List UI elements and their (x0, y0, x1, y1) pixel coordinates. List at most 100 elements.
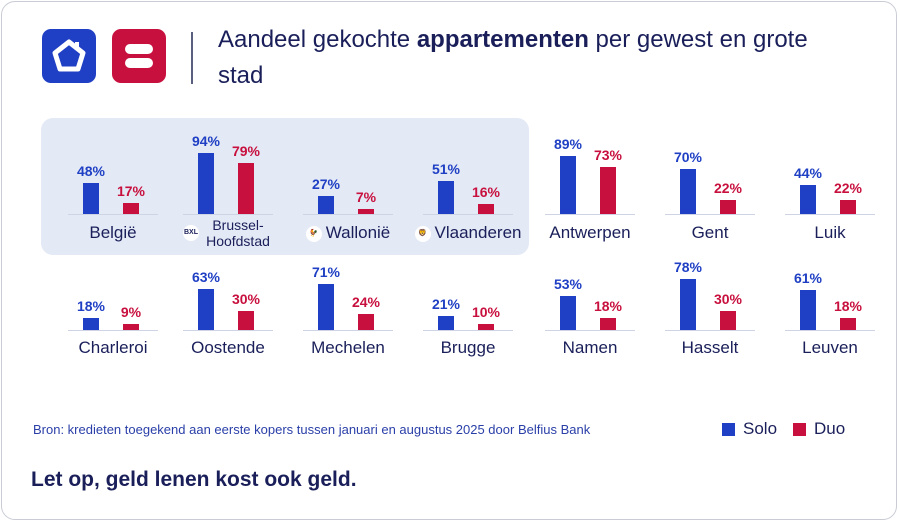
value-label-solo: 89% (553, 136, 583, 153)
legend-label-solo: Solo (743, 419, 778, 438)
value-label-solo: 53% (553, 275, 583, 292)
bar-duo (720, 310, 736, 330)
bar-solo (560, 156, 576, 214)
baseline (545, 214, 635, 215)
category-label: Hasselt (681, 338, 739, 357)
bar-solo (800, 290, 816, 330)
value-label-solo: 94% (191, 132, 221, 149)
category-label: Oostende (191, 338, 265, 357)
category-label: Gent (691, 223, 729, 242)
source-note: Bron: kredieten toegekend aan eerste kop… (33, 422, 591, 437)
header-divider (191, 32, 193, 84)
value-label-duo: 22% (833, 179, 863, 196)
bar-duo (840, 318, 856, 330)
legend-label-duo: Duo (814, 419, 846, 438)
bar-duo (600, 166, 616, 214)
value-label-solo: 27% (311, 176, 341, 193)
bar-duo (238, 310, 254, 330)
bar-solo (198, 152, 214, 214)
value-label-duo: 16% (471, 183, 501, 200)
value-label-solo: 78% (673, 259, 703, 276)
baseline (68, 330, 158, 331)
baseline (303, 330, 393, 331)
baseline (303, 214, 393, 215)
value-label-duo: 9% (120, 304, 142, 321)
value-label-duo: 22% (713, 179, 743, 196)
bar-duo (123, 324, 139, 330)
bar-solo (198, 289, 214, 330)
bar-duo (478, 323, 494, 330)
page-title: Aandeel gekochte appartementen per gewes… (218, 26, 808, 89)
value-label-duo: 17% (116, 182, 146, 199)
bar-solo (560, 295, 576, 330)
baseline (545, 330, 635, 331)
bar-duo (720, 199, 736, 214)
category-label: Charleroi (78, 338, 148, 357)
value-label-duo: 79% (231, 142, 261, 159)
value-label-solo: 61% (793, 270, 823, 287)
footer-disclaimer: Let op, geld lenen kost ook geld. (31, 468, 357, 491)
category-label: 🦁 Vlaanderen (398, 223, 538, 243)
value-label-solo: 51% (431, 160, 461, 177)
category-label: Mechelen (311, 338, 385, 357)
value-label-duo: 30% (713, 290, 743, 307)
bar-duo (238, 162, 254, 214)
category-label: Leuven (802, 338, 858, 357)
bar-solo (438, 180, 454, 214)
value-label-solo: 71% (311, 263, 341, 280)
value-label-duo: 7% (355, 189, 377, 206)
baseline (785, 214, 875, 215)
value-label-duo: 30% (231, 290, 261, 307)
belfius-logo-icon (112, 29, 166, 83)
baseline (423, 214, 513, 215)
bxl-icon: BXL (183, 225, 199, 241)
bar-duo (840, 199, 856, 214)
category-label: België (89, 223, 137, 242)
bar-solo (680, 168, 696, 214)
legend-swatch-solo (722, 422, 735, 436)
value-label-solo: 70% (673, 148, 703, 165)
value-label-duo: 10% (471, 303, 501, 320)
bar-duo (358, 314, 374, 330)
bar-solo (680, 279, 696, 330)
bar-solo (318, 283, 334, 330)
category-label: 🐓 Wallonië (278, 223, 418, 243)
bar-solo (83, 318, 99, 330)
legend: Solo Duo (722, 419, 845, 439)
bar-duo (123, 202, 139, 214)
category-label: Namen (562, 338, 618, 357)
legend-swatch-duo (793, 422, 807, 436)
baseline (183, 330, 273, 331)
walloon-rooster-icon: 🐓 (305, 225, 322, 242)
baseline (785, 330, 875, 331)
bar-chart: 48% 17% België 94% 79% BXL Brussel-Hoofdstad 27… (68, 132, 875, 357)
value-label-solo: 18% (76, 298, 106, 315)
value-label-duo: 73% (593, 146, 623, 163)
value-label-duo: 18% (593, 298, 623, 315)
bar-duo (478, 203, 494, 214)
category-label: Luik (814, 223, 846, 242)
bar-solo (318, 196, 334, 214)
category-label: Antwerpen (549, 223, 631, 242)
baseline (423, 330, 513, 331)
bar-duo (600, 318, 616, 330)
value-label-solo: 48% (76, 162, 106, 179)
bar-duo (358, 209, 374, 214)
value-label-solo: 21% (431, 296, 461, 313)
home-logo-icon (42, 29, 96, 83)
value-label-solo: 44% (793, 165, 823, 182)
bar-solo (83, 182, 99, 214)
value-label-duo: 24% (351, 294, 381, 311)
bar-solo (800, 185, 816, 214)
baseline (183, 214, 273, 215)
baseline (68, 214, 158, 215)
value-label-solo: 63% (191, 269, 221, 286)
baseline (665, 330, 755, 331)
baseline (665, 214, 755, 215)
category-label: Brugge (440, 338, 496, 357)
category-label: BXL Brussel-Hoofdstad (183, 217, 270, 249)
flemish-lion-icon: 🦁 (414, 225, 431, 242)
value-label-duo: 18% (833, 298, 863, 315)
bar-solo (438, 316, 454, 330)
